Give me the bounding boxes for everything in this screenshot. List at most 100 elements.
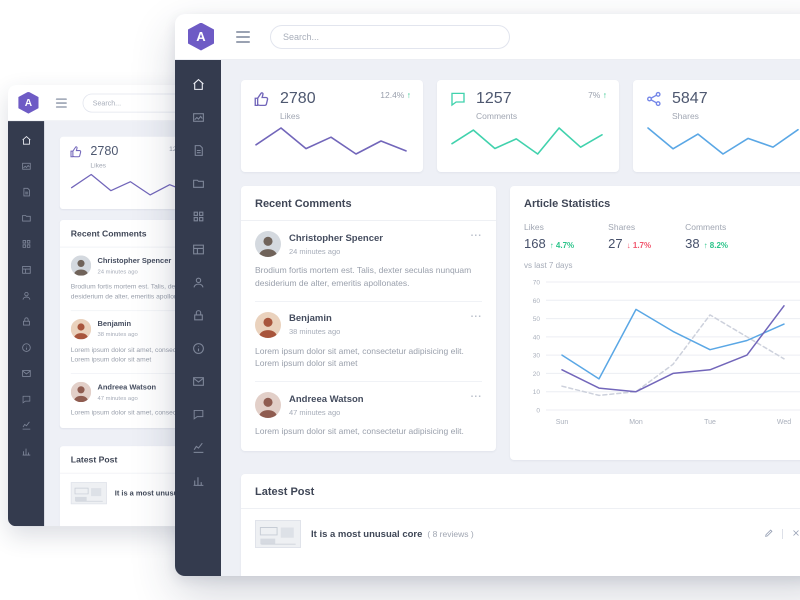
delete-icon[interactable] — [791, 525, 800, 543]
menu-toggle-icon[interactable] — [55, 97, 67, 108]
svg-text:30: 30 — [533, 353, 541, 360]
article-statistics-chart: 0 10 20 30 40 50 60 70 Sun Mon Tue Wed — [533, 280, 800, 426]
gallery-icon[interactable] — [175, 101, 221, 134]
app-logo-letter: A — [24, 96, 33, 109]
svg-text:10: 10 — [533, 389, 541, 396]
latest-post-title: Latest Post — [255, 486, 315, 498]
avatar — [70, 318, 92, 339]
lock-icon[interactable] — [8, 309, 44, 335]
bar-chart-icon[interactable] — [8, 438, 44, 464]
mail-icon[interactable] — [8, 361, 44, 387]
metric-shares-value: 27 — [608, 236, 623, 251]
apps-grid-icon[interactable] — [8, 231, 44, 257]
svg-text:Mon: Mon — [629, 419, 643, 426]
comment-item[interactable]: Benjamin 38 minutes ago ... Lorem ipsum … — [255, 302, 482, 382]
info-icon[interactable] — [8, 335, 44, 361]
svg-text:Wed: Wed — [777, 419, 791, 426]
svg-text:0: 0 — [536, 408, 540, 415]
comments-value: 1257 — [476, 90, 512, 107]
user-icon[interactable] — [8, 283, 44, 309]
folder-icon[interactable] — [8, 205, 44, 231]
tables-icon[interactable] — [8, 257, 44, 283]
shares-value: 5847 — [672, 90, 708, 107]
more-options-icon[interactable]: ... — [470, 308, 482, 320]
comment-item[interactable]: Andreea Watson 47 minutes ago ... Lorem … — [255, 382, 482, 449]
app-logo[interactable]: A — [18, 91, 39, 114]
tables-icon[interactable] — [175, 233, 221, 266]
more-options-icon[interactable]: ... — [470, 389, 482, 400]
chat-icon[interactable] — [8, 386, 44, 412]
metric-comments-value: 38 — [685, 236, 700, 251]
metric-comments: Comments 38 ↑ 8.2% — [685, 222, 729, 251]
search-input[interactable] — [270, 24, 510, 49]
sidebar — [8, 121, 45, 527]
comment-bubble-icon — [449, 90, 467, 113]
bar-chart-icon[interactable] — [175, 464, 221, 497]
chat-icon[interactable] — [175, 398, 221, 431]
main-window: A 2780 Likes — [175, 14, 800, 576]
metric-likes-delta: ↑ 4.7% — [549, 241, 575, 250]
metric-likes-value: 168 — [524, 236, 546, 251]
home-icon[interactable] — [175, 68, 221, 101]
recent-comments-title: Recent Comments — [255, 198, 352, 210]
documents-icon[interactable] — [8, 179, 44, 205]
app-logo-letter: A — [196, 29, 206, 44]
info-icon[interactable] — [175, 332, 221, 365]
comment-time: 38 minutes ago — [289, 327, 341, 336]
gallery-icon[interactable] — [8, 153, 44, 179]
top-bar: A — [175, 14, 800, 60]
post-reviews: ( 8 reviews ) — [427, 529, 474, 539]
avatar — [255, 311, 281, 338]
home-icon[interactable] — [8, 127, 44, 153]
stat-card-comments: 1257 Comments 7% ↑ — [437, 80, 619, 172]
folder-icon[interactable] — [175, 167, 221, 200]
more-options-icon[interactable]: ... — [470, 228, 482, 239]
comments-delta: 7% ↑ — [588, 90, 607, 100]
up-arrow-icon: ↑ — [406, 90, 411, 100]
svg-text:20: 20 — [533, 371, 541, 378]
user-icon[interactable] — [175, 266, 221, 299]
lock-icon[interactable] — [175, 299, 221, 332]
comment-time: 24 minutes ago — [97, 267, 138, 275]
up-arrow-icon: ↑ — [602, 90, 607, 100]
post-thumbnail — [70, 482, 107, 505]
edit-icon[interactable] — [764, 525, 774, 543]
apps-grid-icon[interactable] — [175, 200, 221, 233]
likes-sparkline — [70, 173, 190, 196]
commenter-name: Andreea Watson — [97, 382, 157, 392]
likes-sparkline — [255, 126, 407, 155]
line-chart-icon[interactable] — [175, 431, 221, 464]
comment-text: Lorem ipsum dolor sit amet, consectetur … — [255, 426, 464, 436]
recent-comments-title: Recent Comments — [70, 229, 147, 239]
line-chart-icon[interactable] — [8, 412, 44, 438]
likes-value: 2780 — [280, 90, 316, 107]
likes-value: 2780 — [90, 144, 119, 159]
comment-text: Brodium fortis mortem est. Talis, dexter… — [70, 282, 241, 300]
thumbs-up-icon — [69, 145, 83, 163]
mail-icon[interactable] — [175, 365, 221, 398]
documents-icon[interactable] — [175, 134, 221, 167]
middle-row: Recent Comments — [241, 186, 800, 460]
comment-time: 38 minutes ago — [97, 330, 138, 338]
shares-sparkline — [647, 126, 799, 155]
comment-item[interactable]: Christopher Spencer 24 minutes ago ... B… — [255, 221, 482, 302]
app-logo[interactable]: A — [188, 22, 214, 51]
avatar — [70, 255, 92, 276]
comments-label: Comments — [476, 110, 518, 121]
sidebar — [175, 60, 221, 576]
comment-text: Lorem ipsum dolor sit amet, consectetur … — [70, 408, 235, 417]
comment-text: Lorem ipsum dolor sit amet, consectetur … — [255, 345, 464, 369]
likes-label: Likes — [280, 110, 300, 121]
stat-card-likes: 2780 Likes 12.4% ↑ — [241, 80, 423, 172]
metric-likes: Likes 168 ↑ 4.7% — [524, 222, 575, 251]
metric-shares: Shares 27 ↓ 1.7% — [608, 222, 652, 251]
post-row[interactable]: It is a most unusual core ( 8 reviews ) — [255, 520, 800, 548]
post-actions — [764, 525, 800, 543]
commenter-name: Benjamin — [97, 319, 132, 329]
post-thumbnail — [255, 520, 301, 548]
svg-text:70: 70 — [533, 280, 541, 287]
metric-comments-delta: ↑ 8.2% — [703, 241, 729, 250]
post-name: It is a most unusual core — [114, 488, 203, 498]
comment-item[interactable]: Andreea Watson 47 minutes ago ... Lorem … — [70, 374, 249, 426]
menu-toggle-icon[interactable] — [236, 30, 250, 43]
